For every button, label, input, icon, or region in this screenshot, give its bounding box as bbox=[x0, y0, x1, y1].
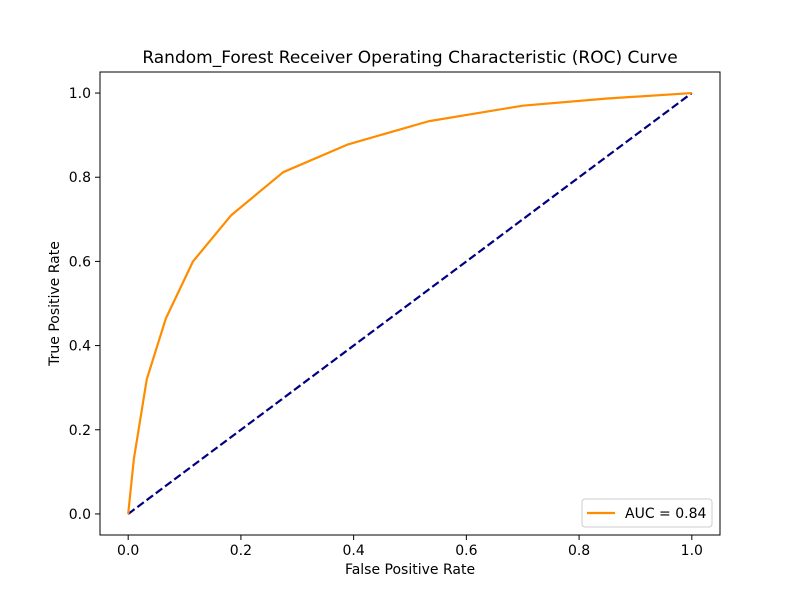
legend: AUC = 0.84 bbox=[581, 498, 713, 528]
y-axis-ticks: 0.0 0.2 0.4 0.6 0.8 1.0 bbox=[69, 86, 100, 523]
y-tick-label: 1.0 bbox=[69, 86, 91, 102]
chart-title: Random_Forest Receiver Operating Charact… bbox=[142, 48, 677, 68]
legend-box bbox=[581, 498, 713, 528]
y-tick-label: 0.2 bbox=[69, 423, 91, 439]
chance-diagonal-line bbox=[127, 92, 693, 515]
y-axis-label: True Positive Rate bbox=[47, 241, 63, 367]
y-tick-label: 0.4 bbox=[69, 339, 91, 355]
legend-label-roc: AUC = 0.84 bbox=[625, 506, 706, 522]
x-tick-label: 0.0 bbox=[117, 543, 139, 559]
y-tick-label: 0.6 bbox=[69, 254, 91, 270]
y-tick-label: 0.0 bbox=[69, 507, 91, 523]
y-tick-label: 0.8 bbox=[69, 170, 91, 186]
x-tick-label: 0.8 bbox=[568, 543, 590, 559]
axes-frame bbox=[99, 71, 721, 536]
plot-area bbox=[127, 91, 693, 515]
x-axis-ticks: 0.0 0.2 0.4 0.6 0.8 1.0 bbox=[117, 535, 703, 559]
x-axis-label: False Positive Rate bbox=[345, 562, 475, 578]
x-tick-label: 0.4 bbox=[343, 543, 365, 559]
x-tick-label: 0.6 bbox=[455, 543, 477, 559]
x-tick-label: 1.0 bbox=[681, 543, 703, 559]
x-tick-label: 0.2 bbox=[230, 543, 252, 559]
roc-curve-line bbox=[127, 91, 692, 515]
